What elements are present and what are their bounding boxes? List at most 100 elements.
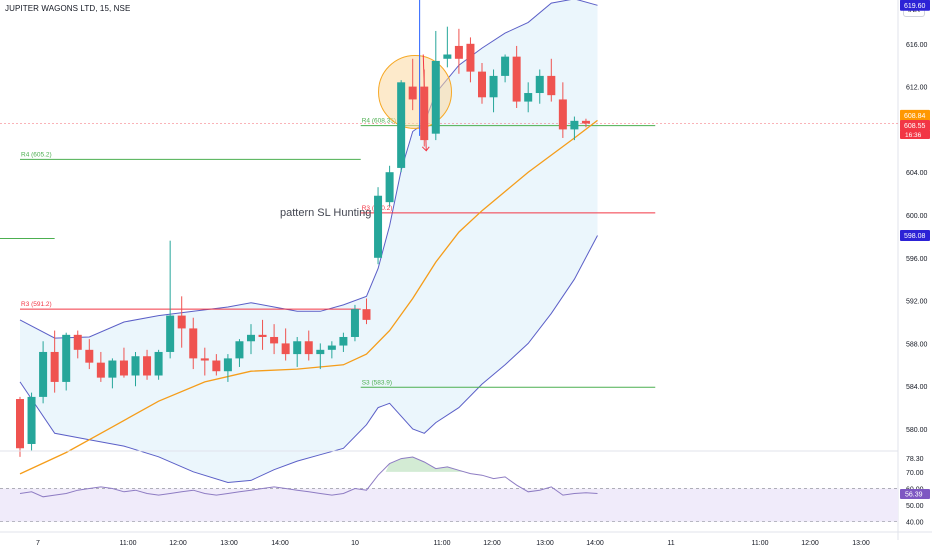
candle-body[interactable] (420, 86, 429, 141)
pivot-label: R4 (608.35) (362, 118, 396, 125)
candle-body[interactable] (85, 349, 94, 363)
rsi-tick-label: 50.00 (906, 503, 924, 510)
time-tick-label: 11:00 (752, 540, 769, 547)
time-tick-label: 12:00 (483, 540, 501, 547)
bollinger-upper-line (19, 0, 598, 339)
candle-body[interactable] (154, 351, 163, 376)
rsi-tick-label: 78.30 (906, 456, 924, 463)
rsi-badge (900, 489, 930, 500)
candle-body[interactable] (143, 356, 152, 376)
candle-body[interactable] (119, 360, 128, 376)
price-badge-label: 598.08 (904, 233, 926, 240)
rsi-tick-label: 70.00 (906, 470, 924, 477)
candle-body[interactable] (385, 172, 394, 203)
time-tick-label: 13:00 (536, 540, 554, 547)
moving-average-line (19, 119, 598, 475)
candle-body[interactable] (247, 334, 255, 342)
candle-body[interactable] (212, 360, 221, 372)
candle-body[interactable] (535, 75, 544, 94)
candle-body[interactable] (27, 396, 36, 444)
candle-body[interactable] (304, 341, 313, 355)
candle-body[interactable] (362, 309, 371, 320)
time-tick-label: 14:00 (586, 540, 604, 547)
pivot-label: S3 (583.9) (362, 379, 392, 386)
candle-body[interactable] (466, 43, 475, 72)
candle-body[interactable] (478, 71, 486, 98)
candle-body[interactable] (489, 75, 498, 98)
candle-body[interactable] (235, 341, 244, 359)
price-badge (900, 109, 930, 121)
candle-body[interactable] (350, 309, 359, 337)
candle-body[interactable] (524, 93, 533, 102)
candle-body[interactable] (547, 75, 556, 96)
candle-body[interactable] (512, 56, 521, 102)
candle-body[interactable] (73, 334, 82, 350)
time-tick-label: 13:00 (220, 540, 238, 547)
price-badge (900, 230, 930, 242)
candle-body[interactable] (50, 351, 59, 382)
candle-body[interactable] (501, 56, 510, 76)
pivot-label: R4 (605.2) (21, 151, 52, 158)
annotation-text: pattern SL Hunting (280, 207, 371, 219)
time-axis[interactable]: 7 11:00 12:00 13:00 14:00 10 11:00 12:00 13:00 14… (0, 531, 932, 547)
candle-body[interactable] (570, 120, 579, 130)
candle-body[interactable] (108, 360, 117, 378)
candle-body[interactable] (166, 315, 175, 352)
candle-body[interactable] (397, 82, 406, 168)
candle-body[interactable] (281, 343, 290, 355)
price-tick-label: 596.00 (906, 256, 928, 263)
time-tick-label: 11:00 (434, 540, 451, 547)
candle-body[interactable] (327, 345, 336, 350)
candle-body[interactable] (581, 120, 590, 124)
time-tick-label: 7 (36, 540, 40, 547)
price-tick-label: 580.00 (906, 427, 928, 434)
candle-body[interactable] (200, 358, 209, 361)
time-tick-label: 11:00 (120, 540, 137, 547)
price-tick-label: 588.00 (906, 341, 928, 348)
time-tick-label: 13:00 (852, 540, 870, 547)
candle-body[interactable] (177, 315, 186, 329)
rsi-badge-label: 56.39 (905, 492, 923, 499)
time-tick-label: 12:00 (169, 540, 187, 547)
down-arrow-head (421, 146, 430, 152)
price-tick-label: 616.00 (906, 42, 928, 49)
candle-body[interactable] (293, 341, 302, 355)
candle-body[interactable] (258, 334, 267, 337)
price-tick-label: 604.00 (906, 170, 928, 177)
bollinger-bands (19, 0, 598, 484)
pivot-levels: R5 (629.3)R5 (623.95)R4 (605.2)R4 (608.3… (0, 118, 898, 388)
candle-body[interactable] (408, 86, 417, 100)
candle-body[interactable] (39, 351, 48, 397)
symbol-title: JUPITER WAGONS LTD, 15, NSE (5, 4, 131, 13)
price-tick-label: 600.00 (906, 213, 928, 220)
price-badge (900, 120, 930, 132)
candle-body[interactable] (316, 349, 325, 355)
candle-body[interactable] (339, 336, 348, 346)
candle-body[interactable] (454, 45, 463, 59)
bollinger-lower-line (19, 235, 598, 484)
candle-body[interactable] (443, 54, 452, 59)
candle-body[interactable] (189, 328, 198, 359)
rsi-line (19, 456, 598, 498)
candles[interactable] (16, 26, 590, 457)
candle-body[interactable] (270, 336, 279, 344)
price-axis[interactable]: 644.00640.00636.00632.00628.00624.00620.… (900, 0, 930, 434)
candle-body[interactable] (223, 358, 232, 372)
price-badge-label: 608.55 (904, 123, 926, 130)
candle-body[interactable] (558, 99, 567, 130)
moving-average (19, 119, 598, 475)
candle-body[interactable] (374, 195, 383, 258)
bollinger-fill (20, 0, 598, 483)
rsi-tick-label: 40.00 (906, 520, 924, 527)
candle-body[interactable] (431, 60, 440, 134)
candle-body[interactable] (131, 356, 140, 376)
price-tick-label: 584.00 (906, 384, 928, 391)
price-tick-label: 612.00 (906, 85, 928, 92)
candle-body[interactable] (96, 362, 105, 378)
price-badge-label: 608.84 (904, 113, 926, 120)
time-tick-label: 14:00 (271, 540, 289, 547)
candle-body[interactable] (62, 334, 71, 382)
candle-body[interactable] (16, 399, 24, 449)
